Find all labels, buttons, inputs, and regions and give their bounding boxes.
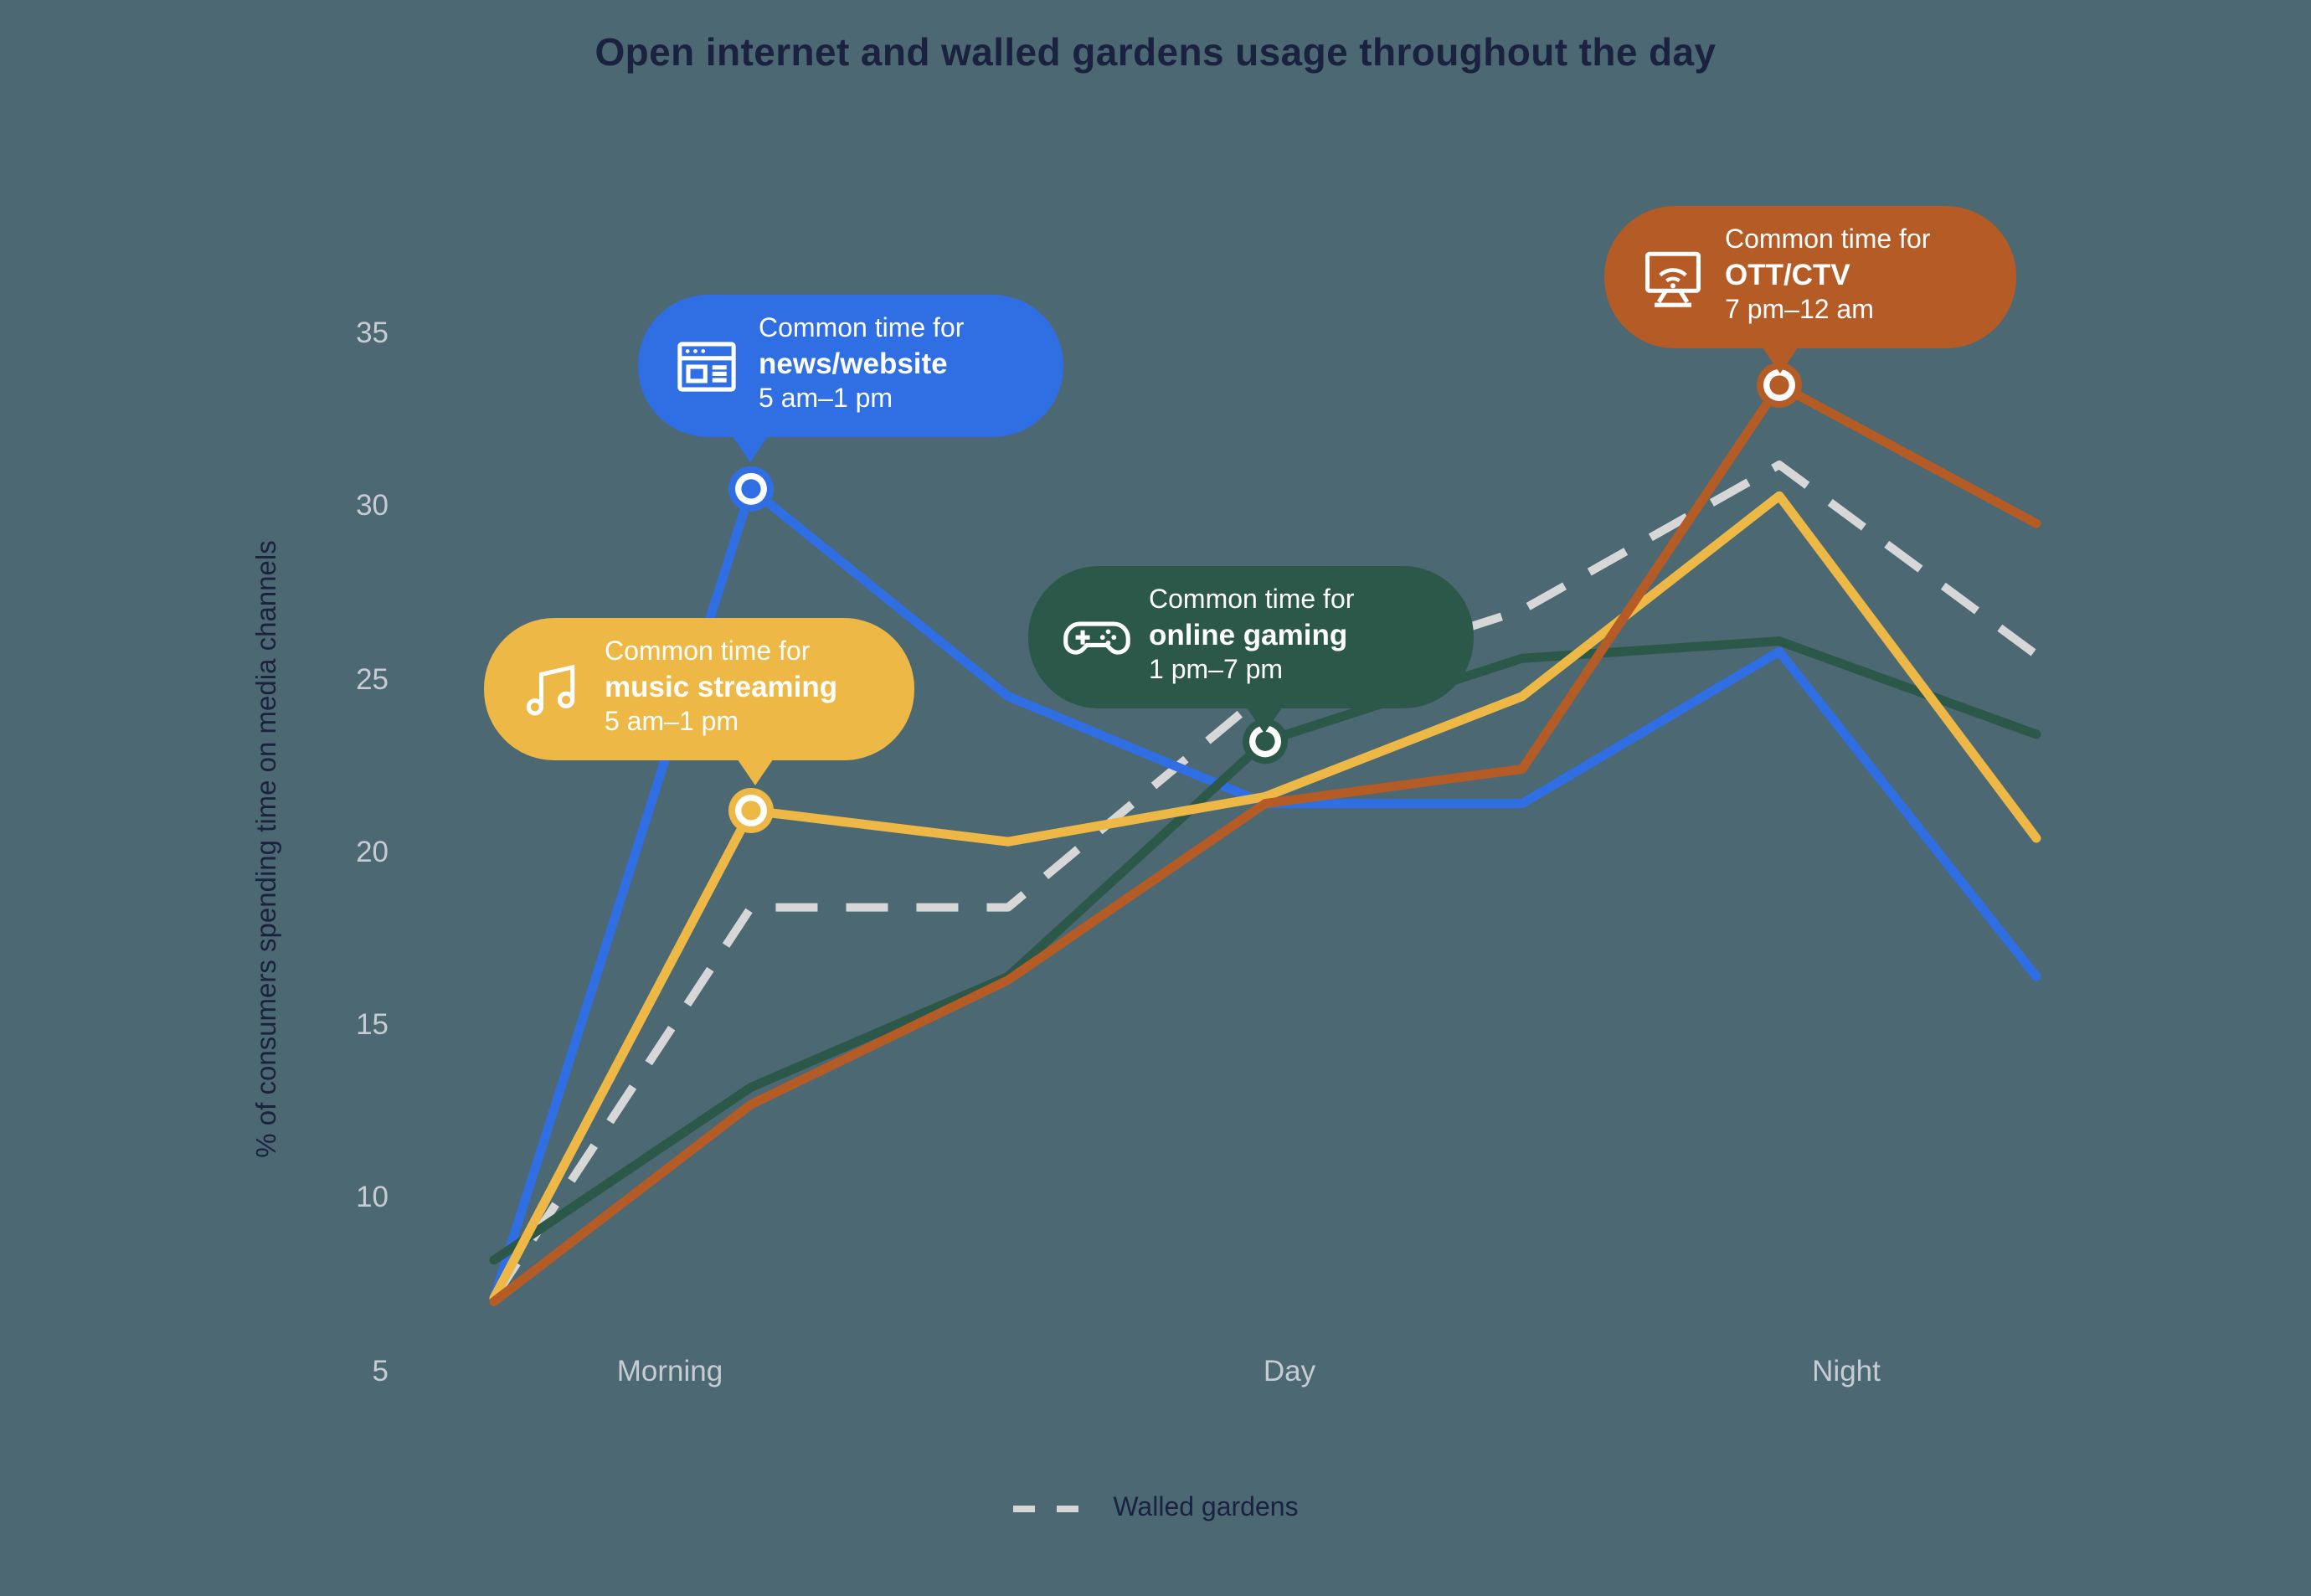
callout-music: Common time for music streaming 5 am–1 p… (484, 618, 914, 785)
callout-time: 7 pm–12 am (1725, 296, 1874, 325)
marker-music (728, 787, 774, 833)
x-label-night: Night (1812, 1353, 1881, 1387)
callout-gaming: Common time for online gaming 1 pm–7 pm (1028, 566, 1474, 734)
x-label-morning: Morning (616, 1353, 723, 1387)
callout-music-text: Common time for music streaming 5 am–1 p… (484, 618, 914, 740)
page-title: Open internet and walled gardens usage t… (594, 30, 1717, 74)
callout-time: 1 pm–7 pm (1149, 656, 1284, 685)
y-tick-15: 15 (356, 1007, 389, 1041)
marker-circle (741, 479, 761, 499)
music-note-icon (516, 652, 589, 726)
y-tick-25: 25 (356, 662, 389, 695)
legend: Walled gardens (0, 1494, 2311, 1524)
marker-circle (1255, 731, 1275, 751)
y-tick-30: 30 (356, 488, 389, 523)
tv-wifi-icon (1636, 240, 1710, 314)
callout-news: Common time for news/website 5 am–1 pm (638, 295, 1063, 462)
legend-label: Walled gardens (1113, 1494, 1299, 1522)
callout-prefix: Common time for (759, 315, 965, 343)
legend-dash-icon (1012, 1506, 1035, 1512)
marker-news (728, 466, 774, 512)
callout-prefix: Common time for (605, 638, 811, 667)
callout-ott: Common time for OTT/CTV 7 pm–12 am (1604, 206, 2016, 373)
marker-circle (1769, 375, 1789, 395)
y-tick-5: 5 (372, 1353, 389, 1387)
callout-time: 5 am–1 pm (605, 708, 739, 737)
x-label-day: Day (1263, 1353, 1316, 1387)
marker-circle (741, 801, 761, 821)
marker-gaming (1243, 718, 1288, 765)
callout-time: 5 am–1 pm (759, 385, 893, 414)
y-tick-35: 35 (356, 316, 389, 349)
callout-label: online gaming (1149, 618, 1348, 651)
marker-ott (1757, 362, 1802, 408)
callout-label: news/website (759, 347, 948, 380)
y-tick-10: 10 (356, 1180, 389, 1214)
gamepad-icon (1060, 600, 1134, 674)
callout-gaming-text: Common time for online gaming 1 pm–7 pm (1028, 566, 1474, 688)
callout-prefix: Common time for (1149, 586, 1355, 615)
callout-ott-text: Common time for OTT/CTV 7 pm–12 am (1604, 206, 2016, 328)
y-tick-20: 20 (356, 834, 389, 868)
callout-news-text: Common time for news/website 5 am–1 pm (638, 295, 1063, 417)
legend-dash-icon (1056, 1506, 1078, 1512)
callout-label: music streaming (605, 670, 838, 703)
callout-label: OTT/CTV (1725, 258, 1850, 291)
callout-prefix: Common time for (1725, 226, 1931, 255)
browser-window-icon (670, 329, 744, 403)
